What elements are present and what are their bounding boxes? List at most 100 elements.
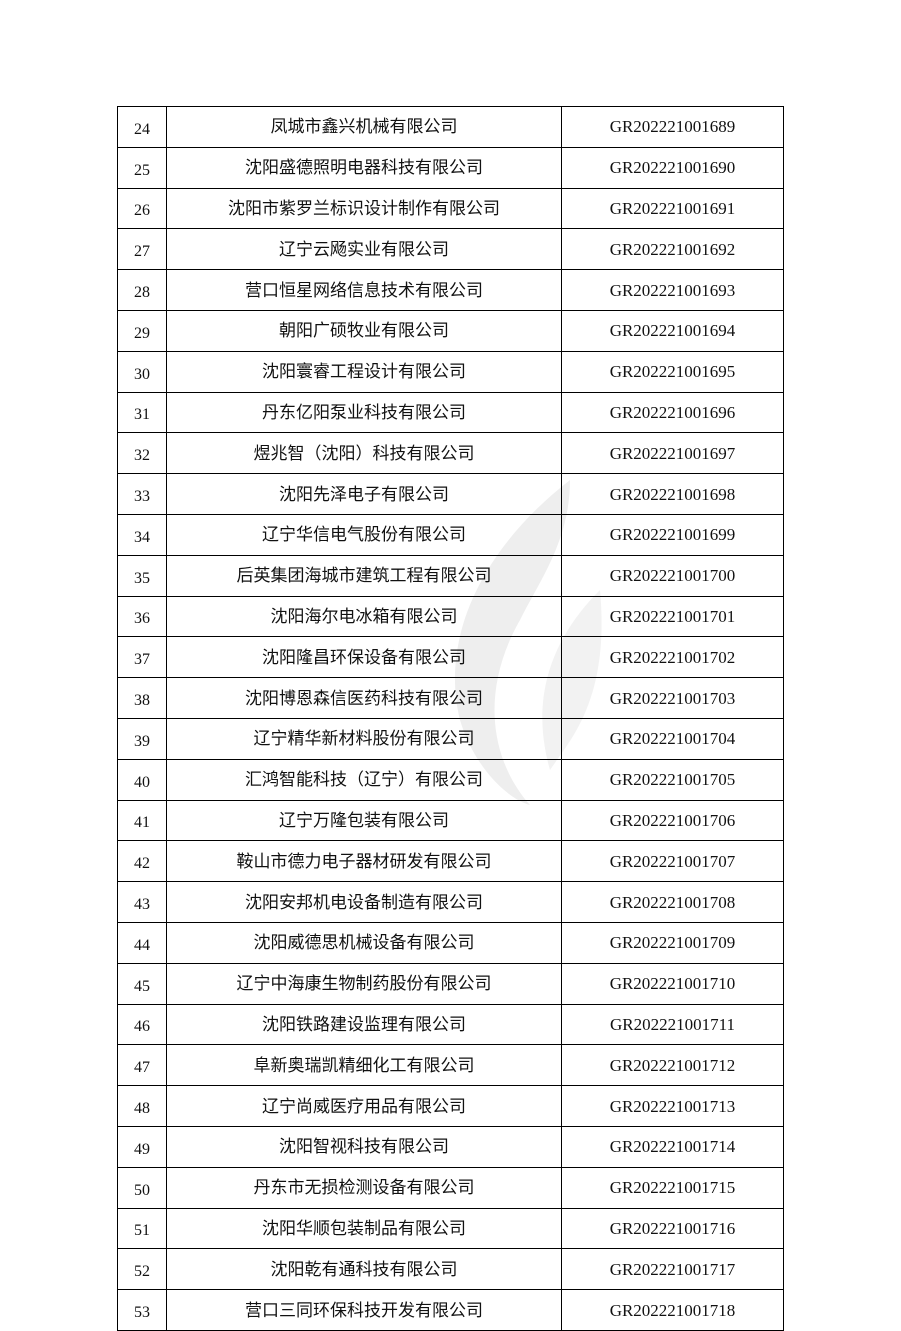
table-row: 44 沈阳威德思机械设备有限公司 GR202221001709 — [117, 921, 784, 964]
certificate-number: GR202221001699 — [561, 513, 784, 556]
certificate-number: GR202221001709 — [561, 921, 784, 964]
table-body: 24 凤城市鑫兴机械有限公司 GR202221001689 25 沈阳盛德照明电器科技有… — [117, 106, 784, 1331]
certificate-number: GR202221001705 — [561, 758, 784, 801]
table-row: 52 沈阳乾有通科技有限公司 GR202221001717 — [117, 1248, 784, 1291]
table-row: 34 辽宁华信电气股份有限公司 GR202221001699 — [117, 513, 784, 556]
row-number: 48 — [117, 1085, 167, 1127]
row-number: 28 — [117, 269, 167, 311]
company-name: 沈阳海尔电冰箱有限公司 — [166, 595, 562, 638]
company-table: 24 凤城市鑫兴机械有限公司 GR202221001689 25 沈阳盛德照明电器科技有… — [117, 106, 784, 1331]
row-number: 49 — [117, 1125, 167, 1168]
table-row: 36 沈阳海尔电冰箱有限公司 GR202221001701 — [117, 595, 784, 638]
table-row: 51 沈阳华顺包装制品有限公司 GR202221001716 — [117, 1207, 784, 1250]
certificate-number: GR202221001696 — [561, 391, 784, 434]
company-name: 辽宁尚威医疗用品有限公司 — [166, 1085, 562, 1127]
row-number: 43 — [117, 881, 167, 923]
certificate-number: GR202221001713 — [561, 1085, 784, 1127]
row-number: 31 — [117, 391, 167, 434]
certificate-number: GR202221001691 — [561, 187, 784, 230]
certificate-number: GR202221001702 — [561, 636, 784, 679]
row-number: 36 — [117, 595, 167, 638]
certificate-number: GR202221001703 — [561, 677, 784, 719]
company-name: 辽宁云飏实业有限公司 — [166, 228, 562, 271]
row-number: 47 — [117, 1044, 167, 1087]
row-number: 29 — [117, 309, 167, 352]
company-name: 沈阳市紫罗兰标识设计制作有限公司 — [166, 187, 562, 230]
certificate-number: GR202221001711 — [561, 1003, 784, 1046]
table-row: 45 辽宁中海康生物制药股份有限公司 GR202221001710 — [117, 962, 784, 1005]
company-name: 沈阳华顺包装制品有限公司 — [166, 1207, 562, 1250]
company-name: 凤城市鑫兴机械有限公司 — [166, 106, 562, 148]
company-name: 沈阳隆昌环保设备有限公司 — [166, 636, 562, 679]
row-number: 41 — [117, 799, 167, 842]
table-row: 42 鞍山市德力电子器材研发有限公司 GR202221001707 — [117, 840, 784, 883]
certificate-number: GR202221001700 — [561, 554, 784, 597]
table-row: 31 丹东亿阳泵业科技有限公司 GR202221001696 — [117, 391, 784, 434]
company-name: 营口三同环保科技开发有限公司 — [166, 1289, 562, 1331]
company-name: 沈阳铁路建设监理有限公司 — [166, 1003, 562, 1046]
table-row: 50 丹东市无损检测设备有限公司 GR202221001715 — [117, 1166, 784, 1209]
row-number: 24 — [117, 106, 167, 148]
row-number: 34 — [117, 513, 167, 556]
table-row: 29 朝阳广硕牧业有限公司 GR202221001694 — [117, 309, 784, 352]
certificate-number: GR202221001695 — [561, 350, 784, 393]
row-number: 46 — [117, 1003, 167, 1046]
certificate-number: GR202221001701 — [561, 595, 784, 638]
table-row: 38 沈阳博恩森信医药科技有限公司 GR202221001703 — [117, 677, 784, 719]
certificate-number: GR202221001715 — [561, 1166, 784, 1209]
table-row: 33 沈阳先泽电子有限公司 GR202221001698 — [117, 473, 784, 515]
table-row: 39 辽宁精华新材料股份有限公司 GR202221001704 — [117, 717, 784, 760]
row-number: 45 — [117, 962, 167, 1005]
table-row: 46 沈阳铁路建设监理有限公司 GR202221001711 — [117, 1003, 784, 1046]
row-number: 38 — [117, 677, 167, 719]
company-name: 汇鸿智能科技（辽宁）有限公司 — [166, 758, 562, 801]
company-name: 沈阳博恩森信医药科技有限公司 — [166, 677, 562, 719]
company-name: 丹东市无损检测设备有限公司 — [166, 1166, 562, 1209]
table-row: 30 沈阳寰睿工程设计有限公司 GR202221001695 — [117, 350, 784, 393]
company-name: 营口恒星网络信息技术有限公司 — [166, 269, 562, 311]
company-name: 沈阳先泽电子有限公司 — [166, 473, 562, 515]
certificate-number: GR202221001704 — [561, 717, 784, 760]
certificate-number: GR202221001717 — [561, 1248, 784, 1291]
certificate-number: GR202221001698 — [561, 473, 784, 515]
row-number: 40 — [117, 758, 167, 801]
certificate-number: GR202221001690 — [561, 146, 784, 189]
row-number: 42 — [117, 840, 167, 883]
table-row: 24 凤城市鑫兴机械有限公司 GR202221001689 — [117, 106, 784, 148]
certificate-number: GR202221001712 — [561, 1044, 784, 1087]
certificate-number: GR202221001689 — [561, 106, 784, 148]
table-row: 48 辽宁尚威医疗用品有限公司 GR202221001713 — [117, 1085, 784, 1127]
table-row: 43 沈阳安邦机电设备制造有限公司 GR202221001708 — [117, 881, 784, 923]
company-name: 沈阳威德思机械设备有限公司 — [166, 921, 562, 964]
certificate-number: GR202221001692 — [561, 228, 784, 271]
certificate-number: GR202221001714 — [561, 1125, 784, 1168]
certificate-number: GR202221001708 — [561, 881, 784, 923]
table-row: 35 后英集团海城市建筑工程有限公司 GR202221001700 — [117, 554, 784, 597]
table-row: 41 辽宁万隆包装有限公司 GR202221001706 — [117, 799, 784, 842]
certificate-number: GR202221001694 — [561, 309, 784, 352]
certificate-number: GR202221001718 — [561, 1289, 784, 1331]
certificate-number: GR202221001693 — [561, 269, 784, 311]
company-name: 辽宁中海康生物制药股份有限公司 — [166, 962, 562, 1005]
company-name: 煜兆智（沈阳）科技有限公司 — [166, 432, 562, 475]
row-number: 37 — [117, 636, 167, 679]
row-number: 32 — [117, 432, 167, 475]
table-row: 27 辽宁云飏实业有限公司 GR202221001692 — [117, 228, 784, 271]
table-row: 32 煜兆智（沈阳）科技有限公司 GR202221001697 — [117, 432, 784, 475]
table-row: 47 阜新奥瑞凯精细化工有限公司 GR202221001712 — [117, 1044, 784, 1087]
row-number: 25 — [117, 146, 167, 189]
table-row: 25 沈阳盛德照明电器科技有限公司 GR202221001690 — [117, 146, 784, 189]
certificate-number: GR202221001716 — [561, 1207, 784, 1250]
row-number: 53 — [117, 1289, 167, 1331]
certificate-number: GR202221001697 — [561, 432, 784, 475]
company-name: 沈阳乾有通科技有限公司 — [166, 1248, 562, 1291]
row-number: 27 — [117, 228, 167, 271]
table-row: 40 汇鸿智能科技（辽宁）有限公司 GR202221001705 — [117, 758, 784, 801]
company-name: 沈阳盛德照明电器科技有限公司 — [166, 146, 562, 189]
row-number: 26 — [117, 187, 167, 230]
row-number: 33 — [117, 473, 167, 515]
company-name: 辽宁万隆包装有限公司 — [166, 799, 562, 842]
table-row: 26 沈阳市紫罗兰标识设计制作有限公司 GR202221001691 — [117, 187, 784, 230]
company-name: 丹东亿阳泵业科技有限公司 — [166, 391, 562, 434]
row-number: 30 — [117, 350, 167, 393]
